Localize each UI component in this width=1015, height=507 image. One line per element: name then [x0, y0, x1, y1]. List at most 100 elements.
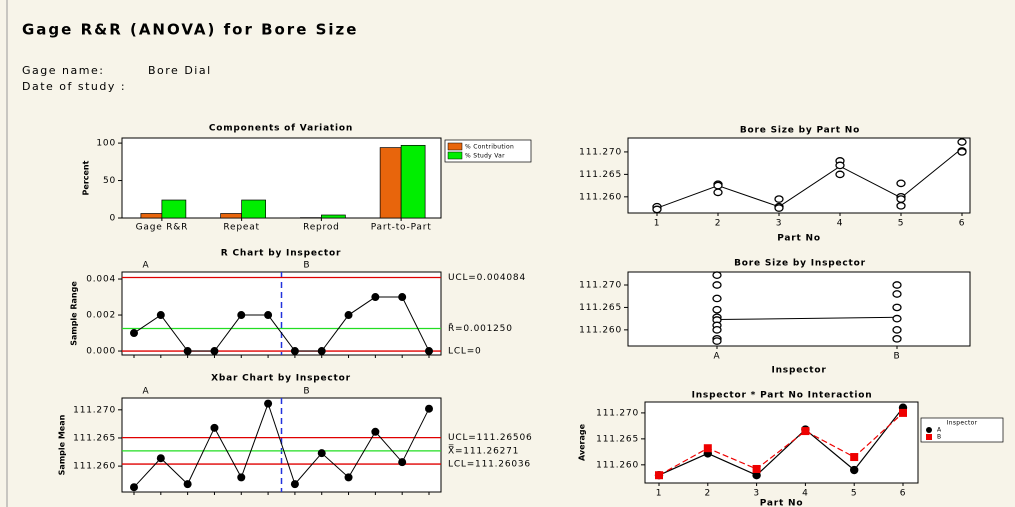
gage-name-label: Gage name: [22, 64, 104, 77]
y-tick-label: 111.270 [73, 405, 116, 415]
control-limit-label: LCL=0 [448, 347, 482, 357]
legend-box [444, 139, 532, 163]
mean-line [656, 147, 963, 209]
legend-label: B [937, 434, 942, 441]
x-tick-label: 1 [654, 219, 661, 229]
gage-name: Bore Dial [148, 64, 212, 77]
control-limit-label: UCL=111.26506 [448, 433, 533, 443]
y-tick-label: 111.260 [579, 325, 622, 335]
x-axis-label: Part No [777, 234, 821, 244]
group-label: B [303, 261, 310, 271]
point [398, 458, 407, 467]
group-label: B [303, 387, 310, 397]
x-tick-label: 5 [851, 489, 858, 499]
point [703, 444, 712, 453]
point [892, 290, 902, 298]
chart-title: Bore Size by Part No [740, 126, 860, 136]
chart-title: R Chart by Inspector [221, 249, 341, 259]
chart-title: Components of Variation [209, 124, 353, 134]
mean-line [716, 316, 898, 321]
point [957, 148, 967, 156]
x-axis-label: Inspector [771, 366, 826, 376]
x-tick-label: 3 [753, 489, 760, 499]
point [712, 305, 722, 314]
point [801, 427, 810, 436]
legend-label: A [937, 427, 942, 434]
y-axis-label: Percent [82, 160, 91, 195]
y-tick-label: 111.260 [73, 462, 116, 472]
x-tick-label: 6 [900, 489, 907, 499]
chart-title: Inspector * Part No Interaction [692, 391, 873, 401]
point [892, 334, 902, 343]
point [371, 427, 380, 436]
legend-marker [926, 434, 932, 440]
point [130, 483, 138, 492]
x-tick-label: 3 [776, 219, 783, 229]
point [425, 404, 433, 413]
series-line [133, 402, 430, 488]
point [317, 449, 326, 458]
x-tick-label: 5 [898, 219, 905, 229]
x-tick-label: Gage R&R [136, 223, 189, 233]
point [210, 423, 219, 432]
point [425, 347, 433, 356]
point [899, 408, 907, 417]
legend-label: % Contribution [465, 144, 514, 151]
x-tick-label: 6 [959, 219, 966, 229]
point [774, 204, 784, 212]
control-limit-label: UCL=0.004084 [448, 273, 526, 283]
point [344, 473, 353, 482]
y-tick-label: 0.004 [86, 275, 116, 285]
chart-title: Xbar Chart by Inspector [211, 374, 351, 384]
point [183, 347, 192, 356]
y-tick-label: 111.270 [579, 281, 622, 291]
point [156, 311, 165, 320]
y-tick-label: 111.270 [596, 408, 639, 418]
point [835, 170, 845, 179]
x-tick-label: Repeat [223, 223, 259, 233]
point [130, 329, 138, 338]
point [290, 347, 299, 356]
series-line [658, 407, 904, 476]
point [835, 161, 845, 170]
y-tick-label: 111.265 [596, 434, 639, 444]
x-axis-label: Part No [760, 499, 804, 507]
series-line [133, 296, 430, 352]
y-tick-label: 111.265 [73, 433, 116, 443]
legend-label: % Study Var [465, 153, 505, 160]
legend-swatch [447, 151, 463, 160]
date-label: Date of study : [22, 80, 126, 93]
point [896, 179, 906, 188]
point [344, 311, 353, 320]
plot-area [644, 401, 919, 484]
point [156, 454, 165, 463]
point [957, 138, 967, 146]
x-tick-label: 2 [705, 489, 712, 499]
bar [400, 144, 426, 219]
point [850, 453, 859, 462]
point [264, 399, 273, 408]
point [264, 311, 273, 320]
y-tick-label: 0 [109, 214, 116, 224]
y-tick-label: 111.260 [579, 192, 622, 202]
point [850, 465, 859, 475]
x-tick-label: 2 [715, 219, 722, 229]
legend-box [920, 417, 1004, 443]
point [712, 326, 722, 334]
y-tick-label: 111.265 [579, 303, 622, 313]
x-tick-label: B [894, 352, 901, 362]
point [892, 303, 902, 312]
point [713, 188, 723, 197]
plot-area [627, 271, 971, 347]
point [896, 195, 906, 203]
point [712, 271, 722, 279]
y-tick-label: 111.260 [596, 460, 639, 470]
control-limit-label: LCL=111.26036 [448, 460, 531, 470]
point [892, 314, 902, 323]
y-tick-label: 0.002 [86, 311, 116, 321]
point [398, 293, 407, 302]
point [774, 195, 784, 203]
bar [321, 214, 346, 219]
point [317, 347, 326, 356]
